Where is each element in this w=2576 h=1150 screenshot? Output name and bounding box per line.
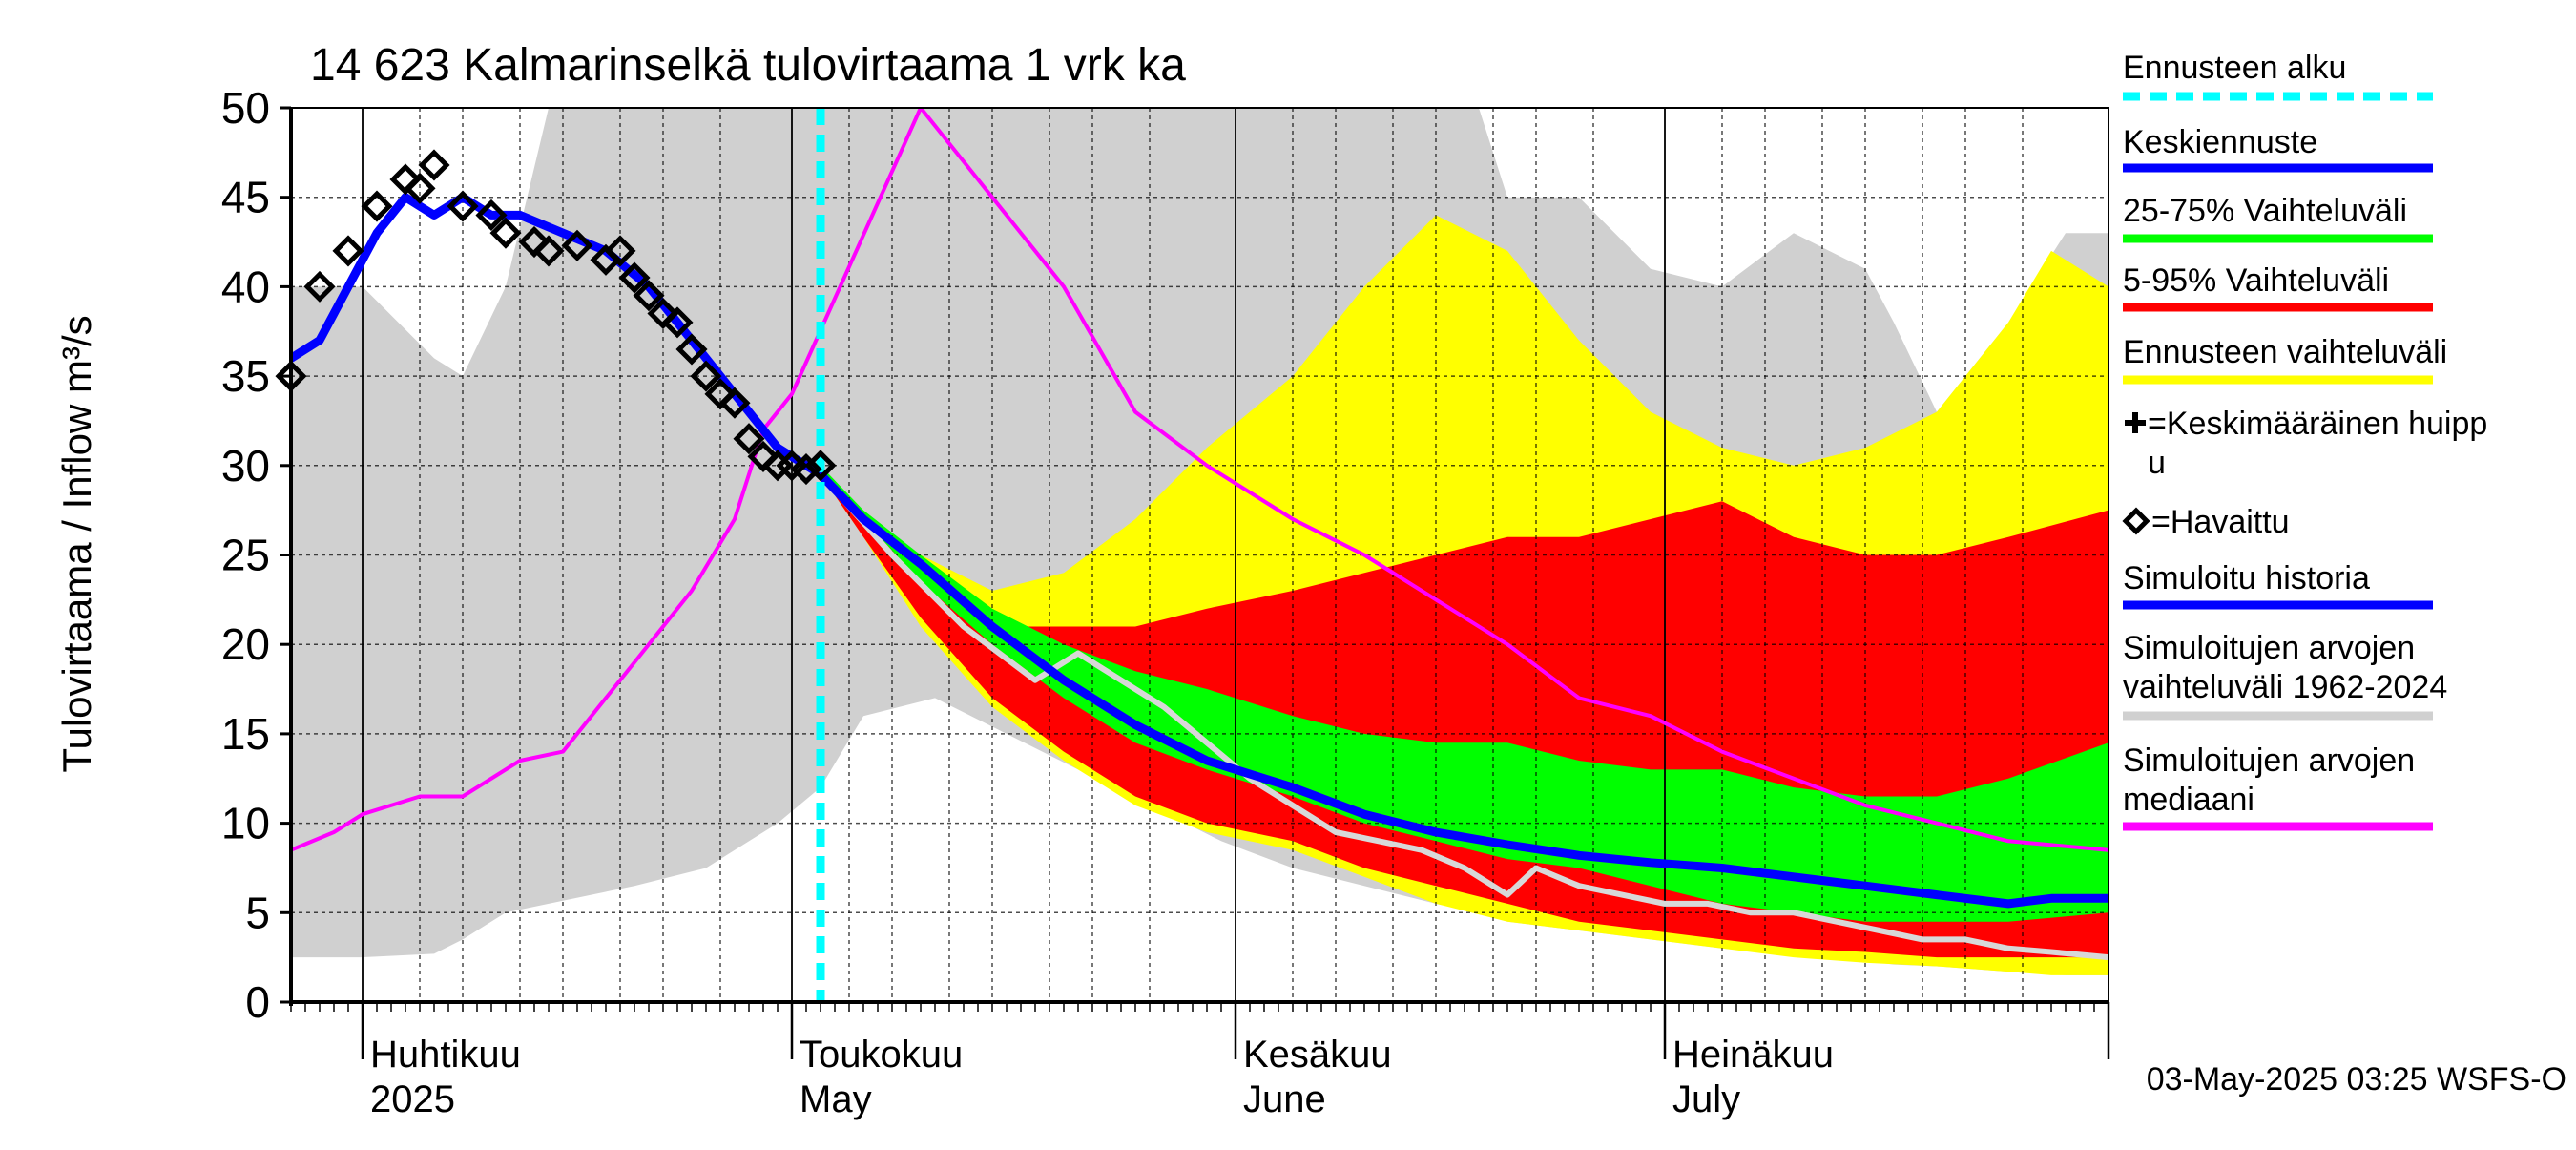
x-month-label-en: July	[1672, 1078, 1740, 1120]
observed-point	[404, 172, 436, 204]
observed-point	[704, 378, 737, 410]
observed-point	[633, 280, 665, 312]
legend-diamond-icon	[2122, 507, 2150, 535]
legend-item-6: =Havaittu	[2122, 504, 2290, 540]
footer-timestamp: 03-May-2025 03:25 WSFS-O	[2147, 1061, 2566, 1098]
y-tick-label: 20	[221, 619, 270, 669]
legend-label: Simuloitujen arvojen	[2123, 742, 2415, 779]
y-tick-label: 30	[221, 441, 270, 491]
observed-point	[790, 453, 822, 486]
series-line-0	[291, 108, 2109, 852]
y-tick-label: 10	[221, 799, 270, 848]
legend: Ennusteen alku Keskiennuste 25-75% Vaihtel…	[2122, 50, 2487, 831]
y-tick-label: 25	[221, 531, 270, 580]
legend-label: =Havaittu	[2151, 504, 2290, 540]
band-3	[821, 465, 2109, 922]
observed-points	[275, 149, 837, 486]
y-tick-label: 5	[245, 888, 270, 937]
observed-point	[690, 360, 722, 392]
legend-item-7: Simuloitu historia	[2123, 560, 2433, 610]
observed-point	[389, 163, 422, 196]
observed-point	[361, 190, 393, 222]
legend-label: vaihteluväli 1962-2024	[2123, 669, 2447, 705]
observed-point	[447, 190, 479, 222]
legend-label: Keskiennuste	[2123, 124, 2317, 160]
series-line-1	[818, 471, 2109, 961]
y-tick-label: 40	[221, 261, 270, 311]
observed-point	[718, 387, 751, 419]
observed-point	[604, 235, 636, 267]
y-tick-labels: 0 5 10 15 20 25 30 35 40 45 50	[221, 83, 291, 1027]
x-month-label-fi: Toukokuu	[800, 1034, 963, 1076]
legend-label: mediaani	[2123, 782, 2254, 818]
y-tick-label: 50	[221, 83, 270, 133]
observed-point	[675, 333, 708, 366]
y-tick-label: 0	[245, 977, 270, 1027]
y-tick-label: 15	[221, 709, 270, 759]
legend-item-0: Ennusteen alku	[2123, 50, 2433, 101]
x-month-label-en: June	[1243, 1078, 1326, 1120]
legend-label: 5-95% Vaihteluväli	[2123, 262, 2389, 299]
legend-label: Simuloitujen arvojen	[2123, 630, 2415, 666]
x-month-label-fi: Heinäkuu	[1672, 1034, 1834, 1076]
y-axis-label: Tulovirtaama / Inflow m³/s	[54, 315, 99, 772]
observed-point	[661, 306, 694, 339]
observed-point	[332, 235, 364, 267]
legend-label: Simuloitu historia	[2123, 560, 2370, 596]
legend-label: Ennusteen alku	[2123, 50, 2346, 86]
observed-point	[733, 423, 765, 455]
observed-point	[561, 229, 593, 261]
legend-item-2: 25-75% Vaihteluväli	[2123, 193, 2433, 243]
bands	[291, 108, 2109, 975]
observed-point	[647, 297, 679, 330]
legend-label: u	[2148, 445, 2166, 481]
x-month-label-en: May	[800, 1078, 872, 1120]
observed-point	[518, 226, 551, 259]
legend-item-3: 5-95% Vaihteluväli	[2123, 262, 2433, 312]
observed-point	[475, 199, 508, 231]
observed-point	[532, 235, 565, 267]
x-month-label-fi: Huhtikuu	[370, 1034, 521, 1076]
axes	[289, 107, 2110, 1059]
legend-label: 25-75% Vaihteluväli	[2123, 193, 2407, 229]
observed-point	[489, 217, 522, 249]
y-tick-label: 45	[221, 173, 270, 222]
observed-point	[418, 149, 450, 181]
y-tick-label: 35	[221, 351, 270, 401]
x-month-label-fi: Kesäkuu	[1243, 1034, 1392, 1076]
legend-item-1: Keskiennuste	[2123, 124, 2433, 173]
legend-label: =Keskimääräinen huipp	[2148, 406, 2487, 442]
legend-label: Ennusteen vaihteluväli	[2123, 334, 2447, 370]
observed-point	[747, 440, 779, 472]
observed-point	[804, 450, 837, 482]
observed-point	[618, 261, 651, 294]
chart-title: 14 623 Kalmarinselkä tulovirtaama 1 vrk …	[310, 40, 1186, 91]
x-month-label-en: 2025	[370, 1078, 455, 1120]
observed-point	[303, 270, 336, 303]
legend-item-4: Ennusteen vaihteluväli	[2123, 334, 2447, 385]
